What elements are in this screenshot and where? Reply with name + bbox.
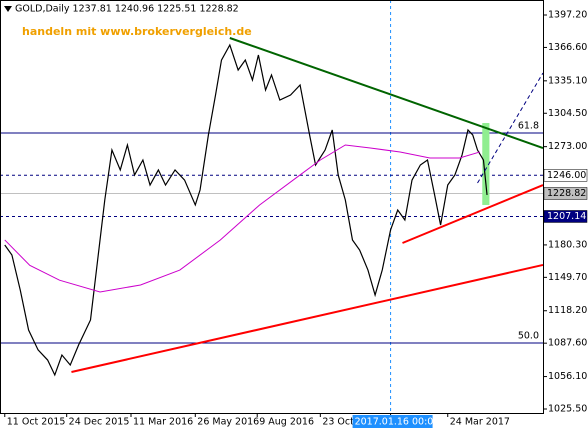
trendline <box>229 37 544 149</box>
y-tick-label: 1056.10 <box>548 371 587 382</box>
x-tick-label: 24 Dec 2015 <box>69 417 130 428</box>
level-label: 1246.00 <box>547 170 586 181</box>
watermark: handeln mit www.brokervergleich.de <box>22 25 252 38</box>
level-label: 1228.82 <box>547 188 586 199</box>
chart-title: GOLD,Daily 1237.81 1240.96 1225.51 1228.… <box>15 4 239 15</box>
x-tick-label: 26 May 2016 <box>197 417 259 428</box>
x-tick-label: 11 Oct 2015 <box>7 417 66 428</box>
trendline <box>71 263 544 373</box>
menu-triangle <box>4 6 12 12</box>
trendline <box>402 184 544 244</box>
x-tick-label: 11 Mar 2016 <box>133 417 193 428</box>
fib-label: 61.8 <box>518 120 539 131</box>
x-tick-label: 23 Oct 2016 <box>322 417 381 428</box>
fib-label: 50.0 <box>518 330 539 341</box>
moving-average <box>4 144 481 293</box>
y-tick-label: 1025.50 <box>548 404 587 415</box>
y-tick-label: 1087.60 <box>548 338 587 349</box>
y-tick-label: 1397.20 <box>548 10 587 21</box>
x-tick-label: 24 Mar 2017 <box>450 417 510 428</box>
level-label: 1207.14 <box>547 211 586 222</box>
y-tick-label: 1335.10 <box>548 75 587 86</box>
y-tick-label: 1366.60 <box>548 42 587 53</box>
plot-frame <box>0 0 544 414</box>
y-tick-label: 1273.00 <box>548 141 587 152</box>
y-tick-label: 1149.70 <box>548 272 587 283</box>
y-tick-label: 1304.50 <box>548 108 587 119</box>
y-tick-label: 1118.20 <box>548 305 587 316</box>
y-tick-label: 1180.30 <box>548 239 587 250</box>
price-line <box>4 43 488 377</box>
crosshair-label-bg <box>352 415 433 428</box>
x-tick-label: 9 Aug 2016 <box>259 417 314 428</box>
highlight-box <box>482 123 490 205</box>
trendline <box>477 72 544 184</box>
x-tick-label: 2017.01.16 00:00 <box>355 417 440 428</box>
